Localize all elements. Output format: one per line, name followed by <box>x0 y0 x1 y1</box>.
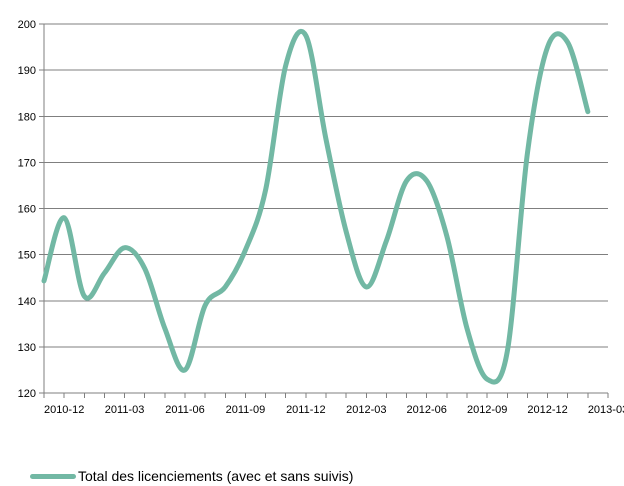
data-point <box>265 190 266 191</box>
x-tick-label: 2012-06 <box>407 404 447 416</box>
data-point <box>326 139 327 140</box>
data-point <box>225 286 226 287</box>
y-tick-label: 180 <box>18 111 36 123</box>
x-tick-label: 2011-03 <box>105 404 145 416</box>
x-tick-label: 2012-09 <box>467 404 507 416</box>
data-point <box>44 280 45 281</box>
y-tick-label: 120 <box>18 388 36 400</box>
data-point <box>64 217 65 218</box>
data-point <box>84 296 85 297</box>
data-point <box>245 250 246 251</box>
data-point <box>547 47 548 48</box>
x-tick-label: 2011-06 <box>165 404 205 416</box>
data-point <box>285 65 286 66</box>
legend: Total des licenciements (avec et sans su… <box>30 468 353 484</box>
data-point <box>386 240 387 241</box>
y-tick-label: 130 <box>18 342 36 354</box>
series-line <box>41 28 591 385</box>
y-tick-label: 150 <box>18 250 36 262</box>
y-tick-label: 200 <box>18 19 36 31</box>
data-point <box>346 231 347 232</box>
x-tick-label: 2013-03 <box>588 404 624 416</box>
x-tick-label: 2011-12 <box>286 404 326 416</box>
data-point <box>124 247 125 248</box>
data-point <box>305 35 306 36</box>
y-tick-label: 190 <box>18 65 36 77</box>
data-point <box>567 42 568 43</box>
legend-swatch <box>30 473 76 479</box>
data-point <box>467 328 468 329</box>
data-point <box>366 286 367 287</box>
y-tick-label: 140 <box>18 296 36 308</box>
data-point <box>205 305 206 306</box>
data-point <box>446 236 447 237</box>
x-tick-label: 2012-03 <box>346 404 386 416</box>
data-point <box>144 268 145 269</box>
data-point <box>104 273 105 274</box>
data-point <box>507 351 508 352</box>
y-tick-label: 160 <box>18 204 36 216</box>
x-tick-label: 2011-09 <box>226 404 266 416</box>
data-point <box>426 180 427 181</box>
y-tick-label: 170 <box>18 157 36 169</box>
data-point <box>164 328 165 329</box>
data-point <box>487 379 488 380</box>
x-tick-label: 2012-12 <box>527 404 567 416</box>
data-point <box>527 153 528 154</box>
data-point <box>406 180 407 181</box>
data-point <box>185 369 186 370</box>
x-tick-label: 2010-12 <box>44 404 84 416</box>
data-point <box>587 111 588 112</box>
legend-label: Total des licenciements (avec et sans su… <box>78 468 354 484</box>
